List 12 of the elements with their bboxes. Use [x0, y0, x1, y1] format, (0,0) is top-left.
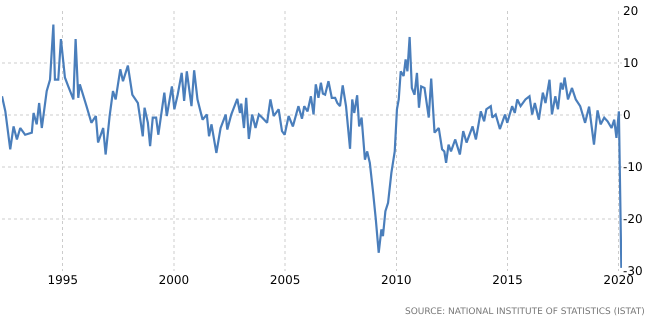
x-tick-label: 1995 [47, 273, 78, 287]
y-tick-label: 10 [623, 56, 638, 70]
x-tick-label: 2010 [381, 273, 412, 287]
x-tick-label: 2015 [492, 273, 523, 287]
y-tick-label: 0 [623, 108, 631, 122]
y-tick-label: 20 [623, 4, 638, 18]
source-note: SOURCE: NATIONAL INSTITUTE OF STATISTICS (ISTAT) [405, 307, 645, 317]
x-tick-label: 2005 [270, 273, 300, 287]
x-tick-label: 2000 [158, 273, 190, 287]
y-tick-label: -10 [623, 160, 643, 174]
y-tick-label: -20 [623, 212, 643, 226]
line-series [2, 23, 622, 269]
